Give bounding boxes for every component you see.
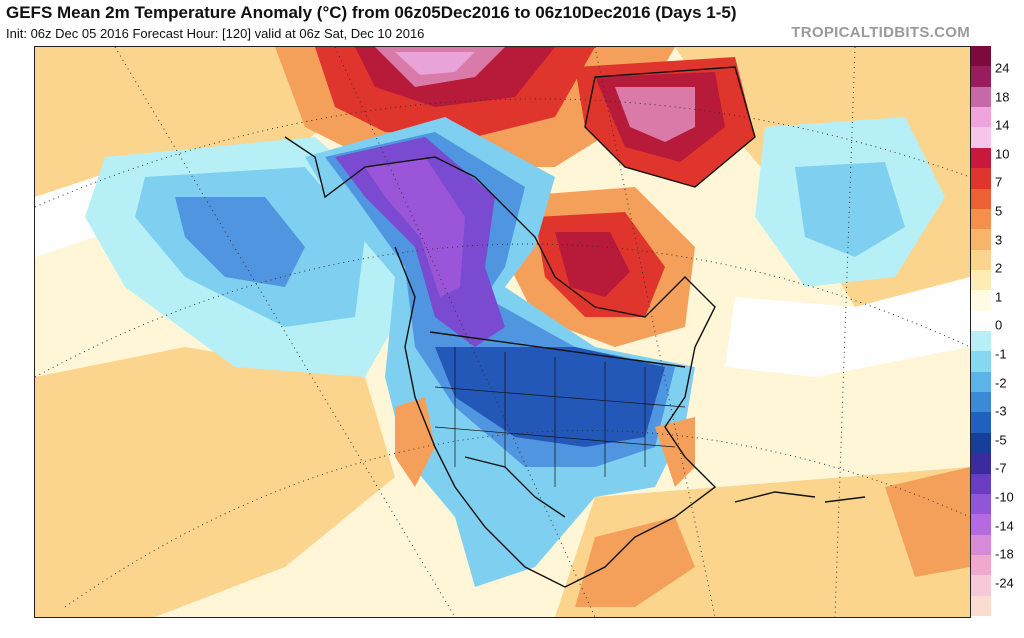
legend-swatch [971, 473, 991, 495]
legend-tick-label: 14 [995, 117, 1010, 133]
legend-tick-label: -5 [995, 432, 1007, 448]
page-title: GEFS Mean 2m Temperature Anomaly (°C) fr… [6, 3, 737, 22]
legend-swatch [971, 208, 991, 230]
legend-tick-label: 2 [995, 260, 1003, 276]
us-mexico-border [464, 456, 566, 518]
graticule-line [594, 47, 716, 617]
legend-swatch [971, 432, 991, 454]
brand-watermark: TROPICALTIDBITS.COM [791, 24, 970, 41]
legend-swatch [971, 310, 991, 332]
legend-tick-label: 18 [995, 89, 1010, 105]
legend-tick-label: 5 [995, 203, 1003, 219]
legend-swatch [971, 249, 991, 271]
legend-swatch [971, 290, 991, 312]
graticule-line [114, 47, 456, 617]
legend-tick-label: -1 [995, 346, 1007, 362]
legend-swatch [971, 412, 991, 434]
legend-swatch [971, 351, 991, 373]
legend-tick-label: -7 [995, 460, 1007, 476]
arctic-lilac-anomaly [395, 52, 475, 75]
legend-swatch [971, 86, 991, 108]
state-borders [434, 347, 686, 487]
legend-swatch [971, 554, 991, 576]
legend-swatch [971, 493, 991, 515]
legend-swatch [971, 66, 991, 88]
legend-swatch [971, 534, 991, 556]
legend-tick-label: -2 [995, 375, 1007, 391]
florida-warm-anomaly [655, 417, 695, 487]
legend-swatch [971, 514, 991, 536]
legend-swatch [971, 46, 991, 67]
greenland-coastline [584, 66, 756, 188]
canada-cold-purple [365, 157, 465, 297]
legend-tick-label: 3 [995, 232, 1003, 248]
cuba-coastline [734, 491, 816, 503]
legend-swatch [971, 331, 991, 352]
legend-tick-label: 7 [995, 174, 1003, 190]
legend-swatch [971, 595, 991, 617]
legend-tick-label: -3 [995, 403, 1007, 419]
graticule-line [834, 47, 856, 617]
legend-tick-label: 1 [995, 289, 1003, 305]
graticule [35, 47, 970, 617]
legend-swatch [971, 107, 991, 128]
legend-swatch [971, 392, 991, 413]
map-canvas [35, 47, 970, 617]
state-border [434, 386, 686, 408]
legend-tick-label: -14 [995, 518, 1014, 534]
north-america-coastline [284, 136, 717, 588]
temperature-anomaly-map [34, 46, 971, 618]
warm-zone-pacific [35, 347, 395, 617]
quebec-dark-anomaly [555, 232, 630, 297]
legend-tick-label: -24 [995, 575, 1014, 591]
atlantic-cold-mid [795, 162, 905, 257]
legend-swatch [971, 168, 991, 189]
coastlines [284, 66, 866, 588]
legend-swatch [971, 453, 991, 474]
legend-tick-label: -18 [995, 546, 1014, 562]
color-legend: 24 18 14 10 7 5 3 2 1 0 -1 -2 -3 -5 -7 -10 -14 -18 -24 [971, 46, 1023, 617]
legend-swatch [971, 575, 991, 597]
state-border [434, 426, 676, 448]
legend-tick-label: 10 [995, 146, 1010, 162]
central-america-warm-anomaly [575, 517, 695, 607]
canada-cold-violet [335, 137, 505, 347]
legend-tick-label: 24 [995, 60, 1010, 76]
legend-swatch [971, 188, 991, 210]
caribbean-warm-anomaly [885, 467, 970, 577]
greenland-pink-anomaly [615, 87, 695, 142]
west-coast-warm-anomaly [395, 397, 435, 487]
page-subtitle: Init: 06z Dec 05 2016 Forecast Hour: [12… [6, 26, 425, 41]
legend-tick-label: 0 [995, 317, 1003, 333]
legend-swatch [971, 127, 991, 149]
central-us-cold-dark [435, 347, 665, 447]
pacific-cold-blue [175, 197, 305, 287]
legend-swatch [971, 229, 991, 251]
neutral-band-atlantic [725, 277, 970, 377]
legend-swatch [971, 371, 991, 393]
legend-swatch [971, 147, 991, 169]
hispaniola-coastline [824, 496, 866, 503]
legend-swatch [971, 269, 991, 291]
legend-tick-label: -10 [995, 489, 1014, 505]
us-canada-border [429, 331, 686, 368]
